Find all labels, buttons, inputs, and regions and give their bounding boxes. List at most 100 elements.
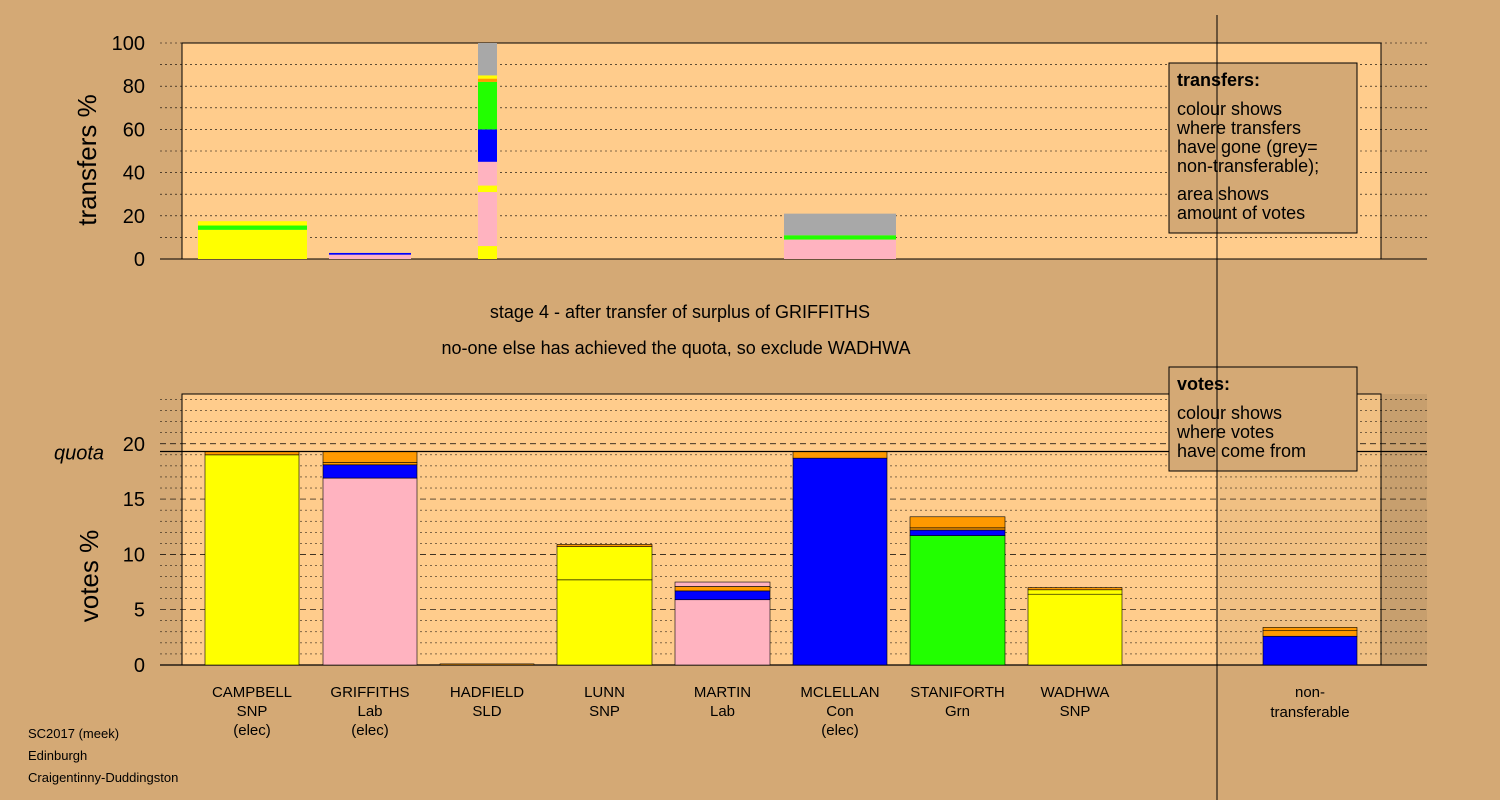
y-tick-label: 60 [123, 119, 145, 141]
transfer-bar-segment [198, 229, 307, 259]
transfer-bar-segment [329, 252, 411, 255]
votes-legend: votes: colour shows where votes have com… [1168, 366, 1358, 472]
candidate-label: (elec) [351, 722, 389, 739]
candidate-label: Lab [710, 703, 735, 720]
vote-bar-segment [792, 451, 888, 459]
vote-bar-segment [909, 529, 1006, 536]
candidate-label: Grn [945, 703, 970, 720]
vote-bar-segment [909, 535, 1006, 666]
candidate-label: LUNN [584, 684, 625, 701]
candidate-label: SLD [472, 703, 501, 720]
transfer-bar-segment [784, 213, 896, 236]
vote-bar-segment [1262, 627, 1358, 632]
vote-bar-segment [556, 546, 653, 581]
votes-legend-line: have come from [1177, 441, 1306, 461]
candidate-label: SNP [589, 703, 620, 720]
votes-bars [204, 451, 1358, 666]
vote-bar-segment [792, 457, 888, 666]
vote-bar-segment [1027, 593, 1123, 666]
transfer-bar-segment [478, 43, 497, 76]
vote-bar-segment [909, 527, 1006, 531]
transfers-legend-line: area shows [1177, 184, 1269, 204]
transfers-y-ticks: 0 20 40 60 80 100 [112, 33, 145, 271]
votes-legend-line: colour shows [1177, 403, 1282, 423]
y-tick-label: 0 [134, 655, 145, 677]
footer-ward: Craigentinny-Duddingston [28, 770, 178, 785]
transfer-bar-segment [478, 185, 497, 193]
non-transferable-label: non- [1295, 684, 1325, 701]
transfer-bar-segment [784, 239, 896, 259]
vote-bar-segment [1262, 630, 1358, 637]
vote-bar-segment [674, 586, 771, 592]
vote-bar-segment [322, 477, 418, 666]
transfers-y-axis-label: transfers % [72, 94, 102, 226]
footer-election: SC2017 (meek) [28, 726, 119, 741]
stage-description: stage 4 - after transfer of surplus of G… [490, 302, 870, 322]
transfers-bars [198, 43, 896, 259]
candidate-label: HADFIELD [450, 684, 524, 701]
candidate-label: GRIFFITHS [330, 684, 409, 701]
votes-y-axis-label: votes % [74, 530, 104, 623]
transfer-bar-segment [198, 225, 307, 230]
vote-bar-segment [204, 454, 300, 666]
vote-bar-segment [909, 516, 1006, 529]
transfer-bar-segment [478, 81, 497, 130]
votes-legend-box [1168, 366, 1358, 472]
transfer-bar-segment [478, 246, 497, 259]
transfer-bar-segment [478, 129, 497, 162]
candidate-label: STANIFORTH [910, 684, 1004, 701]
candidate-label: (elec) [233, 722, 271, 739]
y-tick-label: 0 [134, 249, 145, 271]
transfer-bar-segment [478, 161, 497, 186]
y-tick-label: 40 [123, 163, 145, 185]
vote-bar-segment [322, 464, 418, 479]
transfers-legend-title: transfers: [1177, 70, 1260, 90]
candidate-label: WADHWA [1041, 684, 1110, 701]
footer-council: Edinburgh [28, 748, 87, 763]
vote-bar-segment [674, 590, 771, 601]
y-tick-label: 80 [123, 76, 145, 98]
candidate-label: SNP [237, 703, 268, 720]
transfer-bar-segment [198, 221, 307, 226]
vote-bar-segment [1262, 635, 1358, 666]
candidate-label: Con [826, 703, 854, 720]
votes-legend-line: where votes [1176, 422, 1274, 442]
candidate-label: Lab [357, 703, 382, 720]
votes-y-ticks: 0 5 10 15 20 [123, 434, 145, 677]
quota-label: quota [54, 443, 104, 465]
transfers-legend-line: amount of votes [1177, 203, 1305, 223]
stage-action: no-one else has achieved the quota, so e… [442, 338, 911, 358]
candidate-label: SNP [1060, 703, 1091, 720]
transfers-legend-box [1168, 62, 1358, 234]
y-tick-label: 10 [123, 544, 145, 566]
candidate-label: MARTIN [694, 684, 751, 701]
transfer-bar-segment [784, 235, 896, 240]
vote-bar-segment [322, 462, 418, 466]
vote-bar-segment [439, 663, 535, 666]
y-tick-label: 100 [112, 33, 145, 55]
candidate-label: MCLELLAN [800, 684, 879, 701]
votes-legend-title: votes: [1177, 374, 1230, 394]
transfers-legend-line: non-transferable); [1177, 156, 1319, 176]
vote-bar-segment [674, 581, 771, 587]
y-tick-label: 20 [123, 434, 145, 456]
vote-bar-segment [556, 544, 653, 547]
y-tick-label: 15 [123, 489, 145, 511]
transfer-bar-segment [329, 254, 411, 259]
transfer-bar-segment [478, 192, 497, 247]
vote-bar-segment [556, 579, 653, 666]
transfer-bar-segment [478, 75, 497, 79]
vote-bar-segment [322, 451, 418, 463]
vote-bar-segment [674, 599, 771, 666]
vote-bar-segment [1027, 589, 1123, 595]
y-tick-label: 5 [134, 600, 145, 622]
non-transferable-label: transferable [1270, 704, 1349, 721]
candidate-labels: CAMPBELL SNP (elec) GRIFFITHS Lab (elec) HADFI… [212, 684, 1109, 739]
transfers-legend-line: have gone (grey= [1177, 137, 1318, 157]
candidate-label: CAMPBELL [212, 684, 292, 701]
y-tick-label: 20 [123, 206, 145, 228]
transfers-legend-line: colour shows [1177, 99, 1282, 119]
transfers-legend: transfers: colour shows where transfers … [1168, 62, 1358, 234]
vote-bar-segment [1027, 587, 1123, 591]
